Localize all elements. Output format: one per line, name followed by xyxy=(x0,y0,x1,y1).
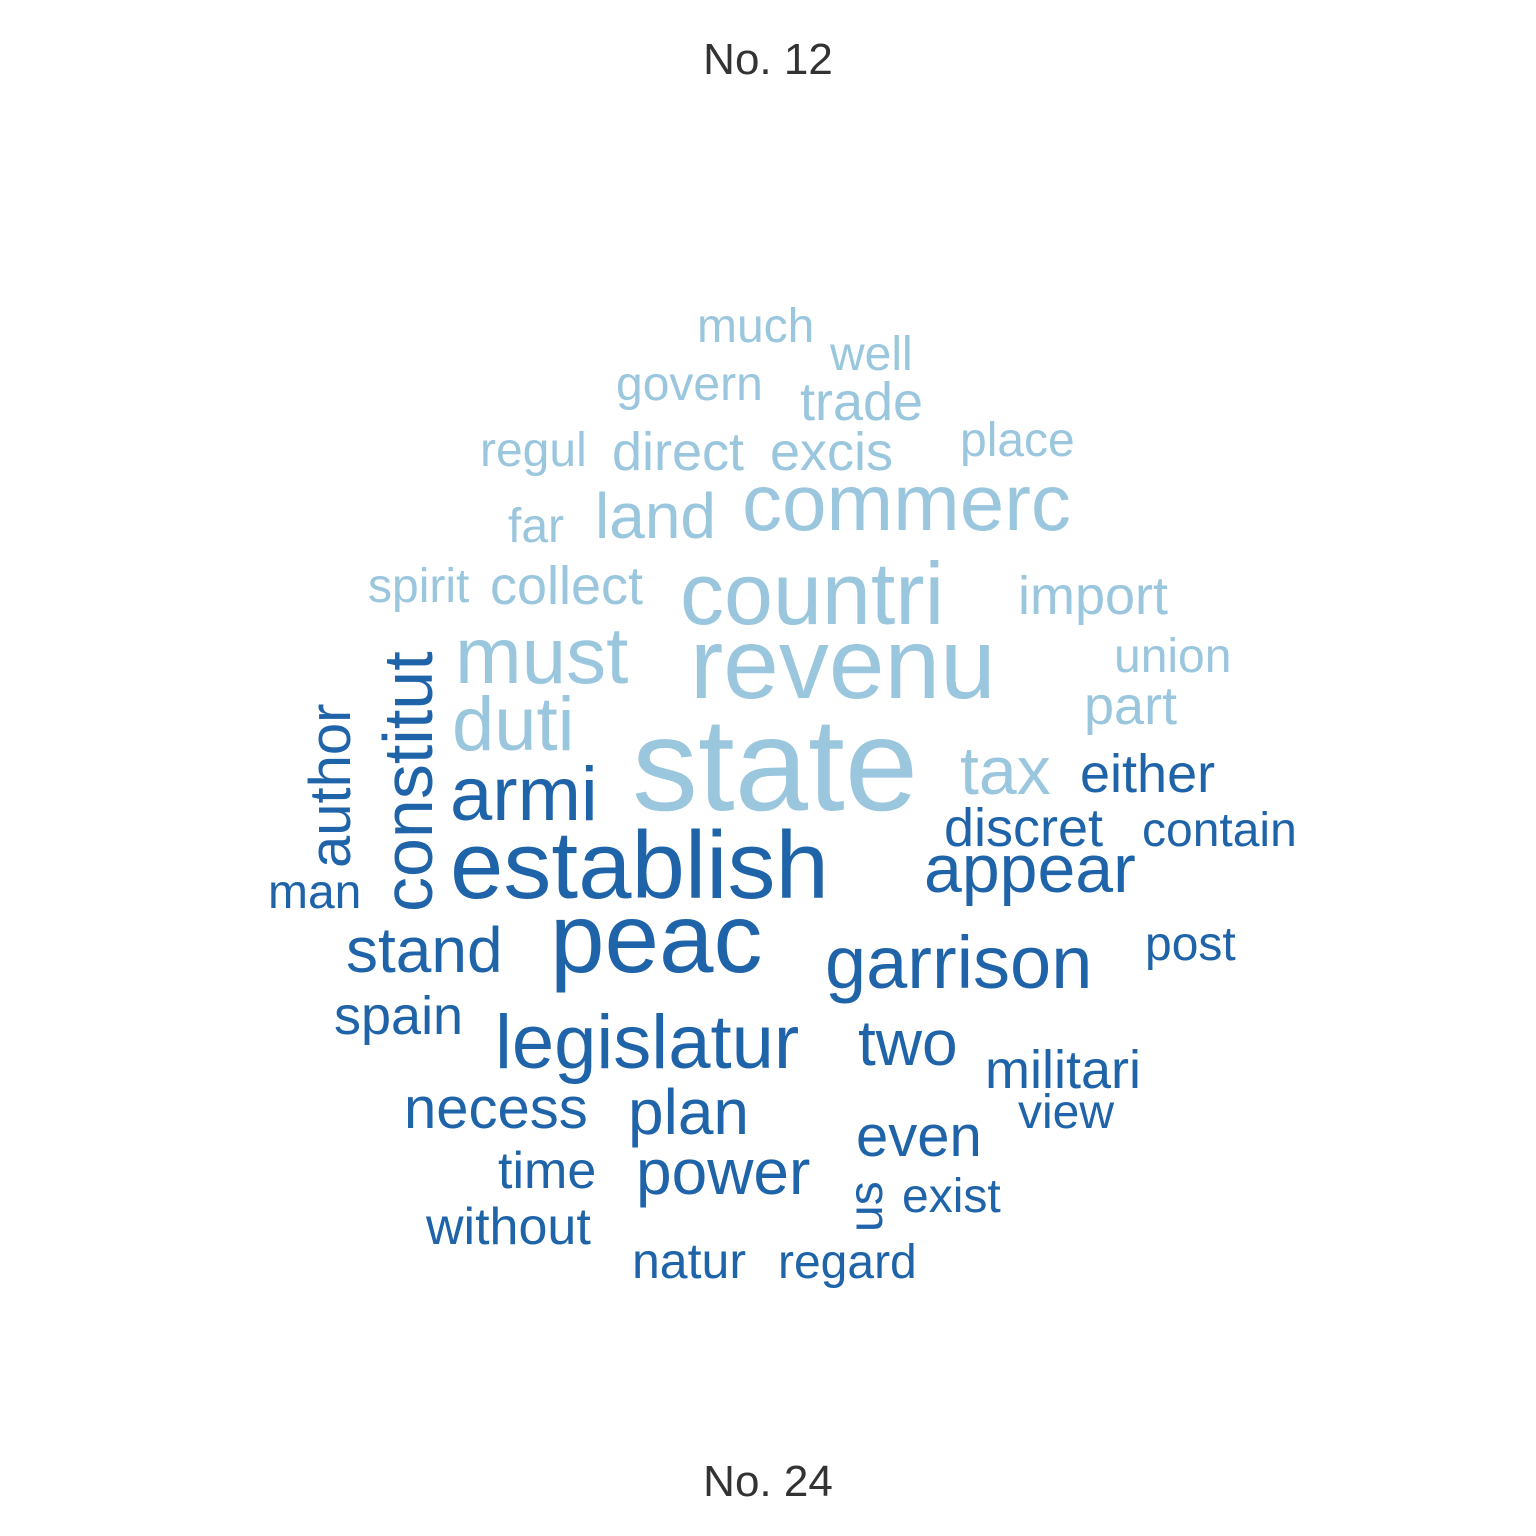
word-without: without xyxy=(425,1198,591,1256)
word-excis: excis xyxy=(770,422,893,482)
word-legislatur: legislatur xyxy=(495,1000,799,1085)
word-commerc: commerc xyxy=(742,458,1071,547)
word-union: union xyxy=(1114,630,1231,683)
word-plan: plan xyxy=(628,1076,749,1148)
word-spirit: spirit xyxy=(368,560,469,613)
word-state: state xyxy=(632,691,918,838)
word-armi: armi xyxy=(450,752,598,837)
word-contain: contain xyxy=(1142,804,1297,857)
word-two: two xyxy=(858,1007,958,1079)
group-label-top: No. 12 xyxy=(703,35,833,84)
word-countri: countri xyxy=(680,544,944,643)
word-power: power xyxy=(636,1136,810,1208)
word-natur: natur xyxy=(632,1233,746,1289)
word-man: man xyxy=(268,866,361,919)
word-tax: tax xyxy=(960,733,1051,809)
word-govern: govern xyxy=(616,358,763,411)
word-author: author xyxy=(298,704,363,868)
word-must: must xyxy=(455,611,628,700)
word-regard: regard xyxy=(778,1236,917,1289)
word-far: far xyxy=(508,500,564,553)
word-stand: stand xyxy=(346,914,503,986)
word-spain: spain xyxy=(334,986,463,1046)
word-appear: appear xyxy=(924,831,1136,907)
word-garrison: garrison xyxy=(825,921,1092,1004)
word-necess: necess xyxy=(404,1076,588,1141)
word-post: post xyxy=(1145,918,1236,971)
word-much: much xyxy=(697,300,814,353)
word-land: land xyxy=(595,480,716,552)
word-view: view xyxy=(1018,1086,1114,1139)
word-discret: discret xyxy=(944,798,1103,858)
word-import: import xyxy=(1018,566,1168,626)
word-regul: regul xyxy=(480,424,587,477)
word-time: time xyxy=(498,1142,596,1200)
word-place: place xyxy=(960,414,1075,467)
word-peac: peac xyxy=(550,883,763,993)
word-collect: collect xyxy=(490,556,643,616)
word-duti: duti xyxy=(452,682,575,767)
word-either: either xyxy=(1080,744,1215,804)
word-establish: establish xyxy=(450,812,829,919)
word-militari: militari xyxy=(985,1040,1141,1100)
word-trade: trade xyxy=(800,372,923,432)
word-part: part xyxy=(1084,676,1177,736)
word-exist: exist xyxy=(902,1170,1001,1223)
word-us: us xyxy=(840,1181,893,1232)
word-even: even xyxy=(856,1104,982,1169)
word-constitut: constitut xyxy=(369,651,447,912)
word-direct: direct xyxy=(612,422,744,482)
group-label-bottom: No. 24 xyxy=(703,1457,833,1506)
word-well: well xyxy=(829,328,913,381)
word-revenu: revenu xyxy=(690,608,996,720)
